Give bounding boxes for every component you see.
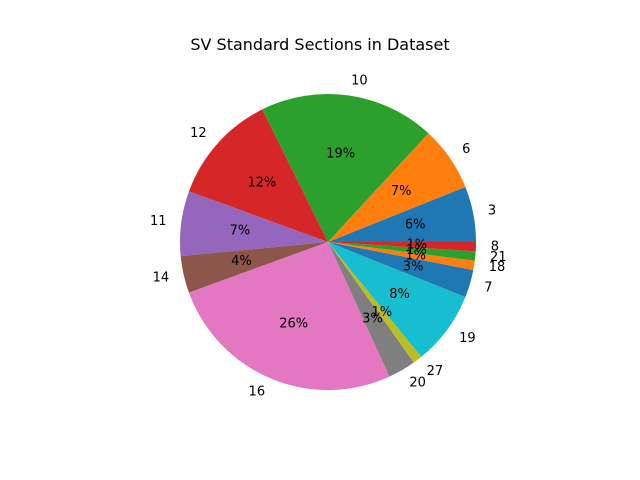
pct-label-20: 3% (362, 311, 383, 326)
pie-slice-19 (328, 242, 466, 357)
pie-slice-6 (328, 133, 466, 242)
pie-slice-16 (188, 242, 390, 391)
pct-label-7: 3% (403, 260, 424, 275)
slice-label-10: 10 (351, 73, 368, 88)
pie-slice-12 (188, 109, 328, 242)
slice-label-6: 6 (462, 142, 470, 157)
slice-label-7: 7 (484, 280, 492, 295)
pie-slice-8 (328, 242, 476, 252)
percentage-labels: 6%7%19%12%7%4%26% 3%1%8%3%1%1%1% (230, 147, 427, 332)
pct-label-6: 7% (391, 184, 412, 199)
pct-label-19: 8% (389, 287, 410, 302)
slice-label-16: 16 (249, 385, 266, 400)
pct-label-3: 6% (405, 218, 426, 233)
pct-label-18: 1% (405, 249, 426, 264)
pie-slice-18 (328, 242, 475, 271)
pie-slice-3 (328, 186, 476, 242)
pie-slice-11 (180, 191, 328, 257)
pct-label-14: 4% (231, 254, 252, 269)
chart-title: SV Standard Sections in Dataset (190, 35, 449, 54)
slice-label-14: 14 (153, 270, 170, 285)
pct-label-11: 7% (230, 223, 251, 238)
slice-label-12: 12 (190, 126, 207, 141)
pct-label-16: 26% (279, 316, 308, 331)
pct-label-10: 19% (326, 147, 355, 162)
slice-label-11: 11 (150, 214, 167, 229)
pie-slice-20 (328, 242, 414, 377)
pie-slice-27 (328, 242, 422, 363)
pie-slice-7 (328, 242, 474, 298)
pct-label-8: 1% (406, 237, 427, 252)
slice-label-19: 19 (459, 331, 476, 346)
slice-label-3: 3 (488, 204, 496, 219)
slice-label-18: 18 (489, 260, 506, 275)
pct-label-12: 12% (247, 175, 276, 190)
pct-label-21: 1% (406, 243, 427, 258)
pie-slices (180, 93, 476, 391)
pct-label-27: 1% (371, 305, 392, 320)
slice-label-8: 8 (491, 240, 499, 255)
pie-slice-14 (180, 242, 328, 293)
slice-label-20: 20 (409, 375, 426, 390)
pie-slice-21 (328, 242, 476, 261)
slice-label-27: 27 (427, 364, 444, 379)
pie-slice-10 (262, 93, 429, 242)
slice-label-21: 21 (490, 250, 507, 265)
